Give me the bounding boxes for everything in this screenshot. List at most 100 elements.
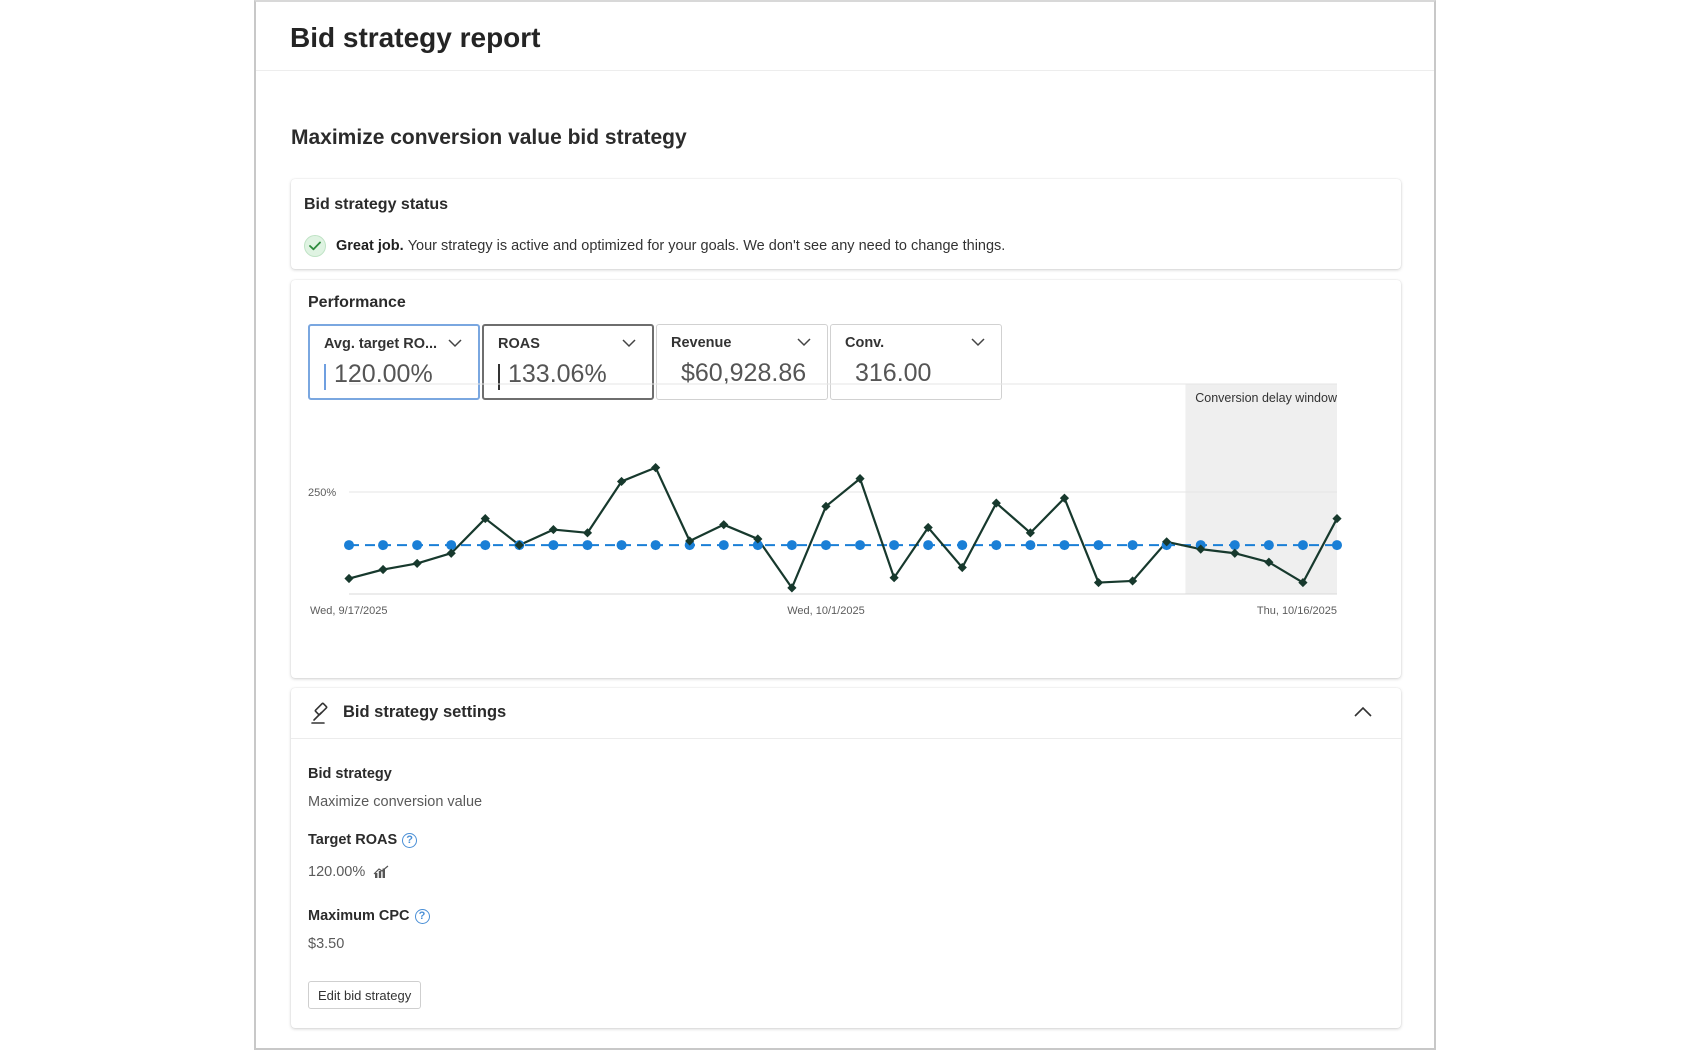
data-point bbox=[1093, 577, 1104, 588]
data-point bbox=[1025, 528, 1035, 538]
data-point bbox=[1229, 540, 1240, 551]
performance-chart[interactable]: Conversion delay window 250% Wed, 9/17/202… bbox=[291, 280, 1401, 678]
data-point bbox=[1162, 537, 1172, 547]
data-point bbox=[957, 562, 967, 573]
page-header: Bid strategy report bbox=[256, 2, 1434, 71]
data-point bbox=[446, 540, 457, 551]
metric-label: Avg. target RO... bbox=[324, 336, 438, 352]
data-point bbox=[412, 540, 423, 551]
bid-strategy-settings-card: Bid strategy settings Bid strategy Maxim… bbox=[291, 688, 1401, 1028]
chevron-down-icon bbox=[448, 339, 462, 348]
bid-strategy-value: Maximize conversion value bbox=[308, 794, 482, 810]
chevron-down-icon bbox=[622, 339, 636, 348]
data-point bbox=[616, 540, 627, 551]
data-point bbox=[344, 540, 354, 551]
bid-strategy-label: Bid strategy bbox=[308, 766, 392, 782]
bid-strategy-label-text: Bid strategy bbox=[308, 766, 392, 782]
status-message: Great job. Your strategy is active and op… bbox=[336, 238, 1005, 254]
data-point bbox=[650, 540, 661, 551]
metric-value: $60,928.86 bbox=[681, 359, 807, 387]
data-point bbox=[344, 573, 354, 584]
status-message-row: Great job. Your strategy is active and op… bbox=[304, 233, 1005, 259]
series-color-bar bbox=[324, 364, 326, 390]
series-line bbox=[348, 466, 1338, 589]
gavel-icon bbox=[311, 702, 328, 724]
status-strong: Great job. bbox=[336, 238, 404, 254]
performance-title: Performance bbox=[308, 294, 406, 311]
conversion-delay-window-label: Conversion delay window bbox=[1195, 391, 1338, 405]
data-point bbox=[582, 528, 593, 538]
x-tick-label: Thu, 10/16/2025 bbox=[1257, 605, 1337, 617]
data-point bbox=[1230, 548, 1240, 558]
x-tick-label: Wed, 9/17/2025 bbox=[310, 605, 387, 617]
data-point bbox=[378, 564, 388, 575]
data-point bbox=[923, 540, 934, 551]
data-point bbox=[1332, 513, 1342, 524]
metric-value: 316.00 bbox=[855, 359, 932, 387]
data-point bbox=[582, 540, 593, 551]
data-point bbox=[548, 524, 559, 535]
data-point bbox=[718, 540, 729, 551]
metric-conv[interactable]: Conv. 316.00 bbox=[830, 324, 1002, 400]
metric-value: 133.06% bbox=[508, 360, 607, 388]
metric-value: 120.00% bbox=[334, 360, 433, 388]
chevron-down-icon bbox=[971, 338, 985, 347]
max-cpc-label: Maximum CPC ? bbox=[308, 908, 430, 924]
max-cpc-label-text: Maximum CPC bbox=[308, 908, 410, 924]
data-point bbox=[1059, 540, 1070, 551]
conversion-delay-window bbox=[1185, 384, 1337, 594]
chevron-down-icon bbox=[797, 338, 811, 347]
data-point bbox=[786, 540, 797, 551]
check-circle-icon bbox=[304, 235, 326, 257]
target-roas-value: 120.00% bbox=[308, 864, 389, 880]
data-point bbox=[446, 548, 456, 558]
data-point bbox=[480, 540, 491, 551]
data-point bbox=[787, 583, 797, 593]
help-icon[interactable]: ? bbox=[414, 908, 430, 924]
metric-avg-target-roas[interactable]: Avg. target RO... 120.00% bbox=[308, 324, 480, 400]
data-point bbox=[1332, 540, 1342, 551]
bar-chart-trend-icon[interactable] bbox=[373, 865, 389, 879]
series-color-bar bbox=[498, 364, 500, 390]
data-point bbox=[1263, 540, 1274, 551]
help-icon[interactable]: ? bbox=[402, 832, 418, 848]
data-point bbox=[514, 540, 524, 550]
max-cpc-value: $3.50 bbox=[308, 936, 344, 952]
data-point bbox=[1025, 540, 1036, 551]
target-roas-value-text: 120.00% bbox=[308, 864, 366, 880]
section-title: Maximize conversion value bid strategy bbox=[291, 126, 687, 149]
data-point bbox=[719, 520, 729, 530]
metric-label: Revenue bbox=[671, 335, 732, 351]
edit-bid-strategy-button[interactable]: Edit bid strategy bbox=[308, 981, 422, 1009]
settings-title: Bid strategy settings bbox=[343, 703, 507, 721]
status-card-title: Bid strategy status bbox=[304, 196, 449, 213]
data-point bbox=[616, 476, 627, 487]
target-roas-label-text: Target ROAS bbox=[308, 832, 398, 848]
bid-strategy-value-text: Maximize conversion value bbox=[308, 794, 483, 810]
metric-roas[interactable]: ROAS 133.06% bbox=[482, 324, 654, 400]
data-point bbox=[1059, 493, 1070, 503]
data-point bbox=[889, 540, 900, 551]
metric-revenue[interactable]: Revenue $60,928.86 bbox=[656, 324, 828, 400]
y-tick-label: 250% bbox=[308, 487, 336, 499]
data-point bbox=[855, 474, 865, 484]
data-point bbox=[991, 540, 1002, 551]
data-point bbox=[855, 540, 866, 551]
max-cpc-value-text: $3.50 bbox=[308, 936, 345, 952]
page-title: Bid strategy report bbox=[290, 22, 541, 53]
settings-header[interactable]: Bid strategy settings bbox=[291, 688, 1401, 739]
performance-card: Performance Avg. target RO... 120.00% RO… bbox=[291, 280, 1401, 678]
data-point bbox=[1297, 540, 1308, 551]
data-point bbox=[548, 540, 559, 551]
metric-label: Conv. bbox=[845, 335, 885, 351]
chevron-up-icon[interactable] bbox=[1353, 705, 1373, 719]
data-point bbox=[1093, 540, 1104, 551]
data-point bbox=[378, 540, 389, 551]
status-text: Your strategy is active and optimized fo… bbox=[407, 238, 1006, 254]
data-point bbox=[753, 534, 763, 544]
data-point bbox=[1264, 557, 1274, 567]
report-panel: Bid strategy report Maximize conversion … bbox=[254, 0, 1436, 1050]
bid-strategy-status-card: Bid strategy status Great job. Your strat… bbox=[291, 179, 1401, 269]
data-point bbox=[651, 462, 661, 473]
data-point bbox=[1127, 576, 1138, 586]
